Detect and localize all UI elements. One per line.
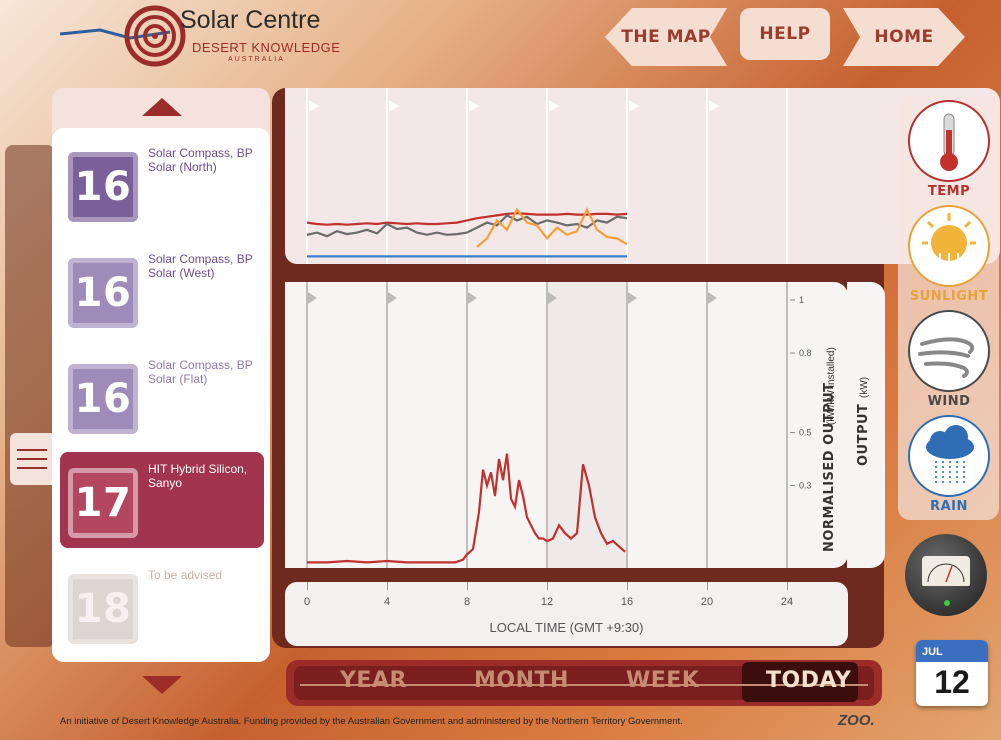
grid-marker-icon xyxy=(629,100,639,112)
menu-hamburger-icon[interactable] xyxy=(10,433,54,485)
y2-axis-unit: (kW) xyxy=(859,376,870,398)
sensor-label: TEMP xyxy=(927,184,971,199)
logo-region: AUSTRALIA xyxy=(228,56,285,63)
grid-marker-icon xyxy=(628,292,637,304)
sensor-sunlight[interactable]: SUNLIGHT xyxy=(908,205,990,304)
output-axis-panel xyxy=(847,282,885,568)
grid-marker-icon xyxy=(468,292,477,304)
grid-marker-icon xyxy=(309,100,319,112)
sensor-wind[interactable]: WIND xyxy=(908,310,990,409)
logo-subtitle: DESERT KNOWLEDGE xyxy=(192,40,341,55)
sensor-temp[interactable]: TEMP xyxy=(908,100,990,199)
grid-marker-icon xyxy=(469,100,479,112)
product-name: Solar Compass, BP Solar (Flat) xyxy=(148,358,253,386)
calendar-day: 12 xyxy=(934,664,970,700)
product-name: HIT Hybrid Silicon, Sanyo xyxy=(148,462,248,490)
grid-marker-icon xyxy=(388,292,397,304)
output-chart-panel: 0.3 0.5 0.8 1 xyxy=(285,282,848,568)
product-number: 18 xyxy=(68,574,138,644)
period-week[interactable]: WEEK xyxy=(626,668,700,693)
grid-marker-icon xyxy=(709,100,719,112)
sensor-label: SUNLIGHT xyxy=(909,289,989,304)
list-item[interactable]: 16 Solar Compass, BP Solar (North) xyxy=(60,136,264,232)
thermometer-icon xyxy=(908,100,990,182)
output-chart: 0.3 0.5 0.8 1 xyxy=(306,282,812,568)
list-item-selected[interactable]: 17 HIT Hybrid Silicon, Sanyo xyxy=(60,452,264,548)
x-tick xyxy=(627,582,628,590)
wind-icon xyxy=(908,310,990,392)
weather-chart-panel xyxy=(285,88,1000,264)
time-axis-panel xyxy=(285,582,848,646)
output-series-0 xyxy=(307,453,626,564)
rain-cloud-icon xyxy=(908,415,990,497)
x-tick xyxy=(787,582,788,590)
list-item[interactable]: 16 Solar Compass, BP Solar (Flat) xyxy=(60,348,264,444)
product-name: Solar Compass, BP Solar (West) xyxy=(148,252,253,280)
y2-axis-label: OUTPUT xyxy=(856,403,871,466)
credit-logo: ZOO. xyxy=(838,712,875,729)
grid-marker-icon xyxy=(708,292,717,304)
product-number: 16 xyxy=(68,364,138,434)
sensor-rain[interactable]: RAIN xyxy=(908,415,990,514)
list-item-disabled: 18 To be advised xyxy=(60,558,264,654)
period-today[interactable]: TODAY xyxy=(766,668,852,693)
x-tick-label: 0 xyxy=(303,596,311,608)
help-button[interactable]: HELP xyxy=(740,8,830,60)
grid-marker-icon xyxy=(308,292,317,304)
period-month[interactable]: MONTH xyxy=(474,668,569,693)
y-tick-label: 0.8 xyxy=(799,348,812,358)
scroll-up-icon[interactable] xyxy=(142,98,182,116)
y-tick-label: 0.5 xyxy=(799,428,812,438)
x-tick-label: 4 xyxy=(383,596,391,608)
product-number: 17 xyxy=(68,468,138,538)
list-item[interactable]: 16 Solar Compass, BP Solar (West) xyxy=(60,242,264,338)
calendar-month: JUL xyxy=(922,646,943,658)
sensor-label: WIND xyxy=(927,394,971,409)
the-map-button[interactable]: THE MAP xyxy=(605,8,727,66)
x-tick xyxy=(707,582,708,590)
product-number: 16 xyxy=(68,258,138,328)
grid-marker-icon xyxy=(548,292,557,304)
x-tick xyxy=(307,582,308,590)
x-axis-label: LOCAL TIME (GMT +9:30) xyxy=(489,620,644,635)
highlight-band xyxy=(547,282,627,568)
x-tick xyxy=(547,582,548,590)
grid-marker-icon xyxy=(389,100,399,112)
weather-series-2 xyxy=(476,207,628,248)
period-today-highlight xyxy=(742,662,858,702)
y-tick-label: 1 xyxy=(799,295,804,305)
logo-title: Solar Centre xyxy=(180,6,321,34)
product-name: Solar Compass, BP Solar (North) xyxy=(148,146,253,174)
x-tick xyxy=(467,582,468,590)
x-tick-label: 20 xyxy=(700,596,714,608)
side-drawer xyxy=(5,145,55,647)
weather-series-1 xyxy=(306,214,628,238)
logo xyxy=(59,0,360,72)
product-name: To be advised xyxy=(148,568,223,582)
weather-chart xyxy=(306,88,788,264)
home-button[interactable]: HOME xyxy=(843,8,965,66)
weather-series-0 xyxy=(306,212,628,226)
y-axis-unit: (kW/kW installed) xyxy=(826,347,837,425)
product-number: 16 xyxy=(68,152,138,222)
sensor-label: RAIN xyxy=(930,499,968,514)
x-tick xyxy=(387,582,388,590)
y-tick-label: 0.3 xyxy=(799,481,812,491)
scroll-down-icon[interactable] xyxy=(142,676,182,694)
period-year[interactable]: YEAR xyxy=(340,668,407,693)
x-tick-label: 24 xyxy=(780,596,794,608)
grid-marker-icon xyxy=(549,100,559,112)
x-tick-label: 16 xyxy=(620,596,634,608)
footer-text: An initiative of Desert Knowledge Austra… xyxy=(60,716,683,727)
x-tick-label: 12 xyxy=(540,596,554,608)
logo-spiral-icon xyxy=(59,5,186,67)
x-tick-label: 8 xyxy=(463,596,471,608)
sun-icon xyxy=(908,205,990,287)
